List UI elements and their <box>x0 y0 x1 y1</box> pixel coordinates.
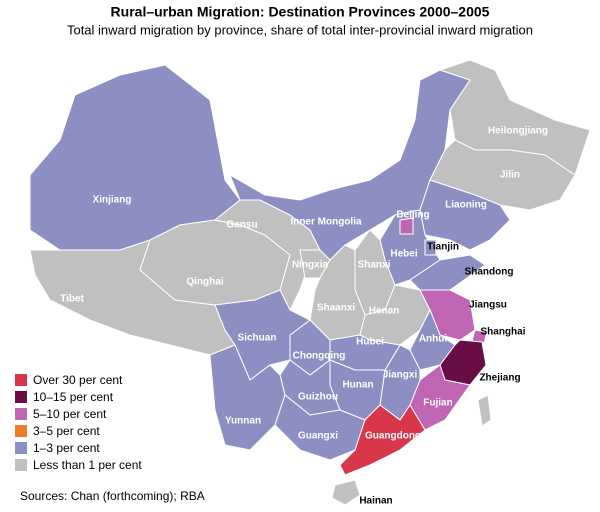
province <box>229 69 471 261</box>
province-label: Guizhou <box>298 392 338 403</box>
legend-swatch <box>15 391 27 403</box>
legend-swatch <box>15 425 27 437</box>
province-label: Chongqing <box>293 351 346 362</box>
legend-swatch <box>15 374 27 386</box>
province-label: Tianjin <box>427 242 459 253</box>
province-label: Guangxi <box>298 431 338 442</box>
province-label: Jiangxi <box>383 370 418 381</box>
province-label: Qinghai <box>186 277 223 288</box>
province-label: Hebei <box>390 249 417 260</box>
legend-label: Over 30 per cent <box>33 373 123 387</box>
province-label: Xinjiang <box>93 195 132 206</box>
legend-label: 3–5 per cent <box>33 424 100 438</box>
title: Rural–urban Migration: Destination Provi… <box>111 4 490 20</box>
subtitle: Total inward migration by province, shar… <box>67 22 533 37</box>
legend-label: 5–10 per cent <box>33 407 107 421</box>
province-label: Jilin <box>500 170 520 181</box>
legend-swatch <box>15 459 27 471</box>
legend-label: 10–15 per cent <box>33 390 114 404</box>
province-label: Shanghai <box>480 327 525 338</box>
province-label: Guangdong <box>365 431 421 442</box>
source: Sources: Chan (forthcoming); RBA <box>20 489 205 503</box>
province <box>331 479 361 506</box>
province-label: Liaoning <box>445 200 487 211</box>
province-label: Anhui <box>419 334 448 345</box>
legend: Over 30 per cent 10–15 per cent 5–10 per c… <box>15 373 142 472</box>
province-label: Ningxia <box>292 260 329 271</box>
province-label: Gansu <box>226 220 257 231</box>
province-label: Zhejiang <box>479 373 520 384</box>
legend-label: 1–3 per cent <box>33 441 100 455</box>
province-label: Sichuan <box>238 333 277 344</box>
province <box>399 217 414 235</box>
province <box>339 404 426 476</box>
legend-swatch <box>15 442 27 454</box>
province-label: Hunan <box>342 380 373 391</box>
province-label: Shandong <box>465 267 514 278</box>
province-label: Fujian <box>423 398 452 409</box>
taiwan <box>477 394 492 427</box>
province <box>424 239 437 256</box>
province-label: Inner Mongolia <box>290 217 362 228</box>
province-labels: Xinjiang Tibet Qinghai Gansu Inner Mongo… <box>60 126 548 507</box>
province-label: Beijing <box>396 210 429 221</box>
map <box>29 59 591 506</box>
province-label: Yunnan <box>225 416 261 427</box>
province-label: Hainan <box>359 496 392 507</box>
province <box>214 289 311 381</box>
province-label: Heilongjiang <box>488 126 548 137</box>
legend-swatch <box>15 408 27 420</box>
province-label: Hubei <box>356 337 384 348</box>
legend-label: Less than 1 per cent <box>33 458 142 472</box>
province-label: Tibet <box>60 294 84 305</box>
province-label: Shaanxi <box>317 303 356 314</box>
province <box>471 329 488 344</box>
province-label: Henan <box>369 306 400 317</box>
province-label: Jiangsu <box>469 300 507 311</box>
province-label: Shanxi <box>358 260 391 271</box>
